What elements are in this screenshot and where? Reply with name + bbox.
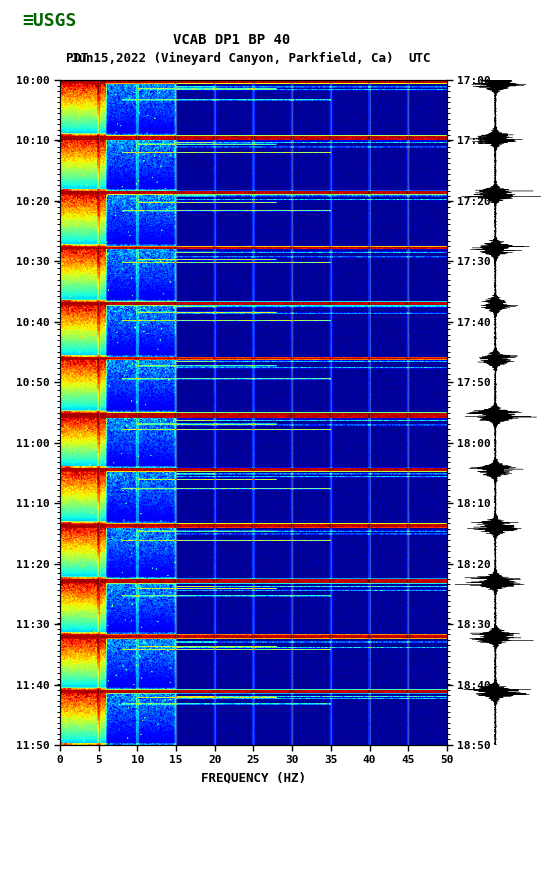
Text: UTC: UTC [408, 52, 431, 64]
Text: ≡USGS: ≡USGS [22, 12, 77, 30]
X-axis label: FREQUENCY (HZ): FREQUENCY (HZ) [201, 771, 306, 784]
Text: PDT: PDT [66, 52, 89, 64]
Text: VCAB DP1 BP 40: VCAB DP1 BP 40 [173, 33, 290, 47]
Text: Jun15,2022 (Vineyard Canyon, Parkfield, Ca): Jun15,2022 (Vineyard Canyon, Parkfield, … [71, 52, 393, 64]
